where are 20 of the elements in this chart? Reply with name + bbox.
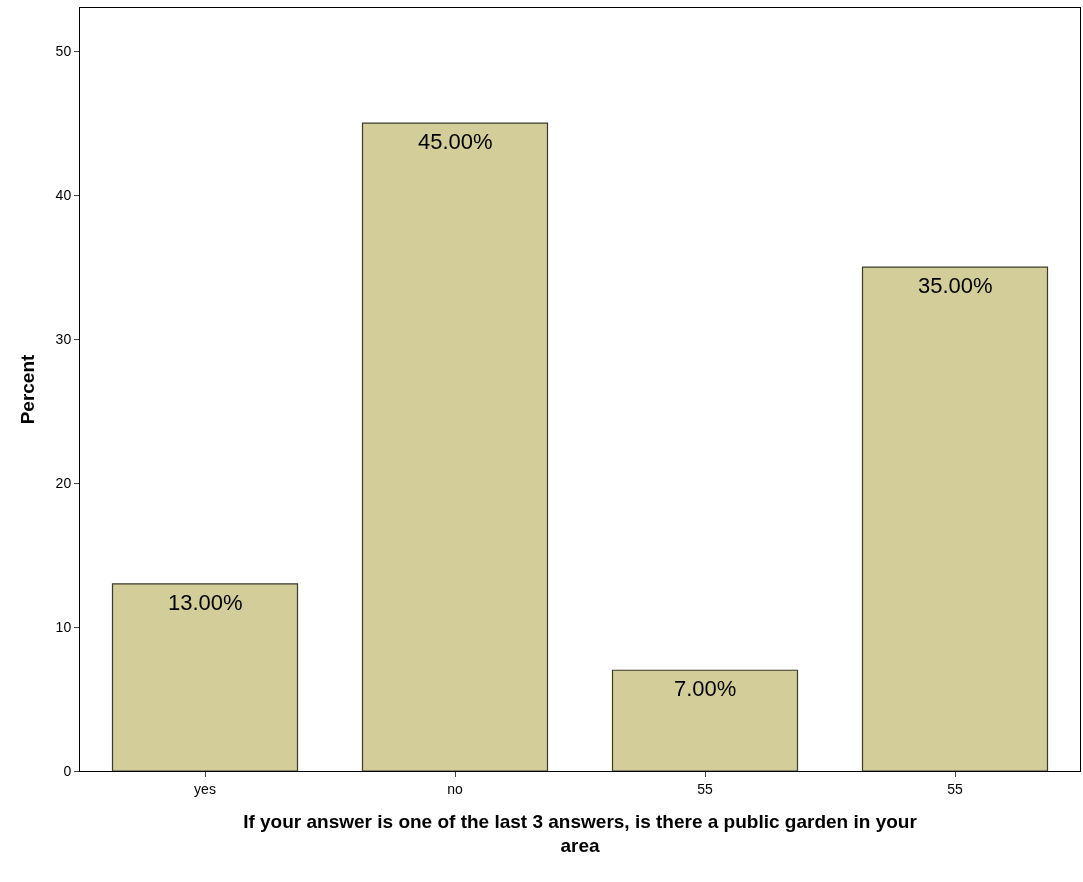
data-label: 13.00% bbox=[168, 590, 243, 615]
data-label: 45.00% bbox=[418, 129, 493, 154]
bar bbox=[611, 669, 799, 771]
y-tick-label: 0 bbox=[63, 762, 72, 779]
y-axis-title: Percent bbox=[17, 353, 39, 425]
x-tick-label: 55 bbox=[697, 780, 713, 797]
x-tick-label: no bbox=[447, 780, 463, 797]
y-tick-label: 30 bbox=[55, 331, 72, 348]
data-label: 35.00% bbox=[918, 273, 993, 298]
x-tick-label: yes bbox=[194, 780, 216, 797]
data-label: 7.00% bbox=[674, 676, 737, 701]
bar bbox=[361, 122, 549, 771]
bar bbox=[861, 266, 1049, 771]
y-tick-label: 10 bbox=[55, 618, 72, 635]
x-axis-title: If your answer is one of the last 3 answers, is there a public garden in your area bbox=[243, 810, 918, 857]
y-tick-label: 50 bbox=[55, 43, 72, 60]
x-tick-label: 55 bbox=[947, 780, 963, 797]
bar bbox=[111, 583, 299, 771]
y-tick-label: 40 bbox=[55, 187, 72, 204]
y-tick-label: 20 bbox=[55, 474, 72, 491]
